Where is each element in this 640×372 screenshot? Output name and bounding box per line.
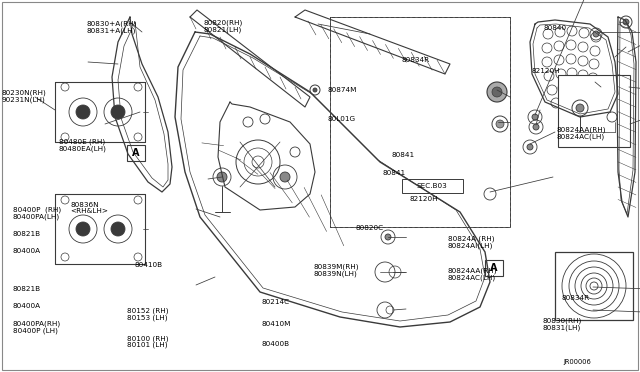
Text: A: A <box>132 148 140 158</box>
Text: 80834R: 80834R <box>562 295 590 301</box>
Text: 80836N: 80836N <box>70 202 99 208</box>
Text: 80214C: 80214C <box>261 299 289 305</box>
Text: 80824AC(LH): 80824AC(LH) <box>448 274 496 281</box>
Text: 80839N(LH): 80839N(LH) <box>314 270 357 277</box>
Circle shape <box>496 120 504 128</box>
Text: 80824AA(RH): 80824AA(RH) <box>448 267 497 274</box>
Text: 80821(LH): 80821(LH) <box>204 26 242 33</box>
Text: 80840: 80840 <box>544 25 567 31</box>
Text: A: A <box>490 263 498 273</box>
Text: 80400P  (RH): 80400P (RH) <box>13 207 61 214</box>
Circle shape <box>217 172 227 182</box>
Text: 80820C: 80820C <box>355 225 383 231</box>
Circle shape <box>111 105 125 119</box>
Text: 80821B: 80821B <box>13 231 41 237</box>
Text: 80830(RH): 80830(RH) <box>543 317 582 324</box>
Text: 80831(LH): 80831(LH) <box>543 324 581 331</box>
Text: 90231N(LH): 90231N(LH) <box>2 96 45 103</box>
Text: 80400PA(LH): 80400PA(LH) <box>13 214 60 220</box>
Circle shape <box>280 172 290 182</box>
Text: 80480EA(LH): 80480EA(LH) <box>59 145 107 152</box>
Text: 80831+A(LH): 80831+A(LH) <box>86 28 136 35</box>
Text: 80874M: 80874M <box>328 87 357 93</box>
Circle shape <box>597 84 603 90</box>
Circle shape <box>385 234 391 240</box>
Text: 80400A: 80400A <box>13 248 41 254</box>
Circle shape <box>76 105 90 119</box>
Text: 80410B: 80410B <box>134 262 163 268</box>
Text: 80830+A(RH): 80830+A(RH) <box>86 21 137 28</box>
Bar <box>558 75 630 147</box>
Text: 80L01G: 80L01G <box>328 116 356 122</box>
Circle shape <box>111 222 125 236</box>
Bar <box>402 179 463 193</box>
Circle shape <box>527 144 533 150</box>
Circle shape <box>532 114 538 120</box>
Text: 80839M(RH): 80839M(RH) <box>314 264 359 270</box>
Bar <box>555 252 633 320</box>
Text: <RH&LH>: <RH&LH> <box>70 208 108 214</box>
Circle shape <box>76 222 90 236</box>
Text: 80400A: 80400A <box>13 303 41 309</box>
Text: 80821B: 80821B <box>13 286 41 292</box>
Text: 80153 (LH): 80153 (LH) <box>127 314 167 321</box>
Text: 82120H: 82120H <box>531 68 560 74</box>
Circle shape <box>313 88 317 92</box>
Text: 80824AC(LH): 80824AC(LH) <box>557 134 605 140</box>
Bar <box>485 260 503 276</box>
Text: 80841: 80841 <box>383 170 406 176</box>
Text: 80841: 80841 <box>392 153 415 158</box>
Text: 80100 (RH): 80100 (RH) <box>127 335 168 342</box>
Text: 80824AA(RH): 80824AA(RH) <box>557 127 606 134</box>
Text: 82120H: 82120H <box>410 196 438 202</box>
Circle shape <box>533 124 539 130</box>
Text: 80101 (LH): 80101 (LH) <box>127 342 167 349</box>
Circle shape <box>487 82 507 102</box>
Text: 80400PA(RH): 80400PA(RH) <box>13 320 61 327</box>
Circle shape <box>492 87 502 97</box>
Text: 80834R: 80834R <box>402 57 430 63</box>
Circle shape <box>576 104 584 112</box>
Text: 80480E (RH): 80480E (RH) <box>59 139 105 145</box>
Text: 80824A (RH): 80824A (RH) <box>448 235 495 242</box>
Circle shape <box>593 31 599 37</box>
Text: 80400P (LH): 80400P (LH) <box>13 327 58 334</box>
Text: 80410M: 80410M <box>261 321 291 327</box>
Text: SEC.B03: SEC.B03 <box>417 183 448 189</box>
Bar <box>127 145 145 161</box>
Text: 80400B: 80400B <box>261 341 289 347</box>
Circle shape <box>623 19 629 25</box>
Text: 80824AI(LH): 80824AI(LH) <box>448 242 493 249</box>
Text: 80820(RH): 80820(RH) <box>204 19 243 26</box>
Text: 80230N(RH): 80230N(RH) <box>2 90 47 96</box>
Text: JR00006: JR00006 <box>563 359 591 365</box>
Text: 80152 (RH): 80152 (RH) <box>127 307 168 314</box>
